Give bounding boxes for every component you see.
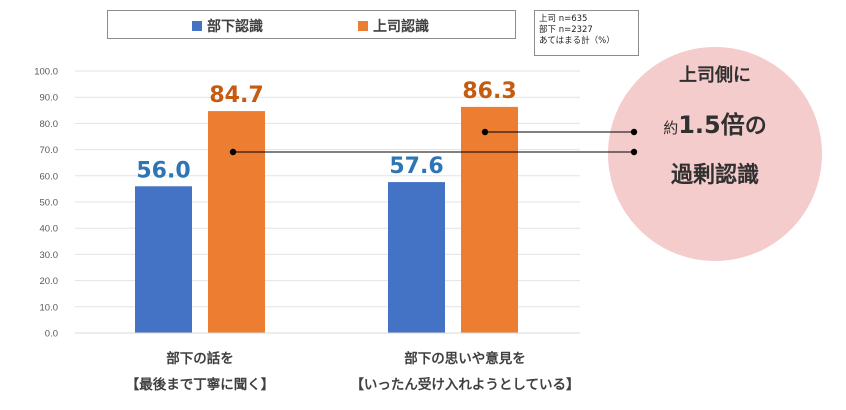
x-category-2-line-1: 部下の思いや意見を: [404, 351, 526, 367]
note-line-unit: あてはまる計（%）: [539, 36, 615, 46]
y-axis-ticks: 0.0 10.0 20.0 30.0 40.0 50.0 60.0 70.0 80.0 90.0 1…: [34, 67, 58, 340]
y-tick-label: 50.0: [40, 198, 59, 209]
x-category-1-line-1: 部下の話を: [166, 351, 234, 367]
x-category-2: 部下の思いや意見を 【いったん受け入れようとしている】: [325, 346, 605, 398]
data-label: 84.7: [209, 83, 263, 108]
legend-label-manager: 上司認識: [373, 19, 429, 35]
data-label: 86.3: [462, 79, 516, 104]
legend-item-manager: 上司認識: [358, 16, 429, 36]
y-tick-label: 70.0: [40, 145, 59, 156]
legend-swatch-orange: [358, 21, 368, 31]
y-tick-label: 40.0: [40, 224, 59, 235]
legend-label-subordinate: 部下認識: [207, 19, 263, 35]
y-tick-label: 80.0: [40, 119, 59, 130]
y-tick-label: 30.0: [40, 250, 59, 261]
sample-size-note: 上司 n=635 部下 n=2327 あてはまる計（%）: [534, 10, 639, 56]
data-label: 57.6: [389, 154, 443, 179]
bar: [135, 186, 192, 333]
y-tick-label: 60.0: [40, 171, 59, 182]
callout-bubble: 上司側に 約1.5倍の 過剰認識: [608, 47, 822, 261]
callout-line-2: 約1.5倍の: [608, 105, 822, 140]
note-line-subordinate: 部下 n=2327: [539, 25, 593, 35]
bars: [135, 106, 518, 333]
y-tick-label: 10.0: [40, 302, 59, 313]
y-tick-label: 0.0: [45, 329, 58, 340]
legend: 部下認識 上司認識: [107, 10, 516, 39]
callout-line-1: 上司側に: [679, 65, 751, 86]
x-category-2-line-2: 【いったん受け入れようとしている】: [350, 377, 580, 393]
bar: [208, 111, 265, 333]
callout-line-3: 過剰認識: [670, 163, 759, 188]
legend-item-subordinate: 部下認識: [192, 16, 263, 36]
callout-prefix: 約: [663, 119, 679, 137]
y-tick-label: 100.0: [34, 67, 58, 78]
y-tick-label: 20.0: [40, 276, 59, 287]
y-tick-label: 90.0: [40, 93, 59, 104]
bar: [388, 182, 445, 333]
callout-suffix: の: [744, 114, 767, 139]
bar: [461, 106, 518, 333]
data-label: 56.0: [136, 158, 190, 183]
note-line-manager: 上司 n=635: [539, 14, 588, 24]
x-category-1-line-2: 【最後まで丁寧に聞く】: [125, 377, 275, 393]
legend-swatch-blue: [192, 21, 202, 31]
callout-value: 1.5倍: [678, 111, 745, 139]
x-category-1: 部下の話を 【最後まで丁寧に聞く】: [95, 346, 305, 398]
data-labels: 56.0 57.6 84.7 86.3: [136, 79, 516, 183]
